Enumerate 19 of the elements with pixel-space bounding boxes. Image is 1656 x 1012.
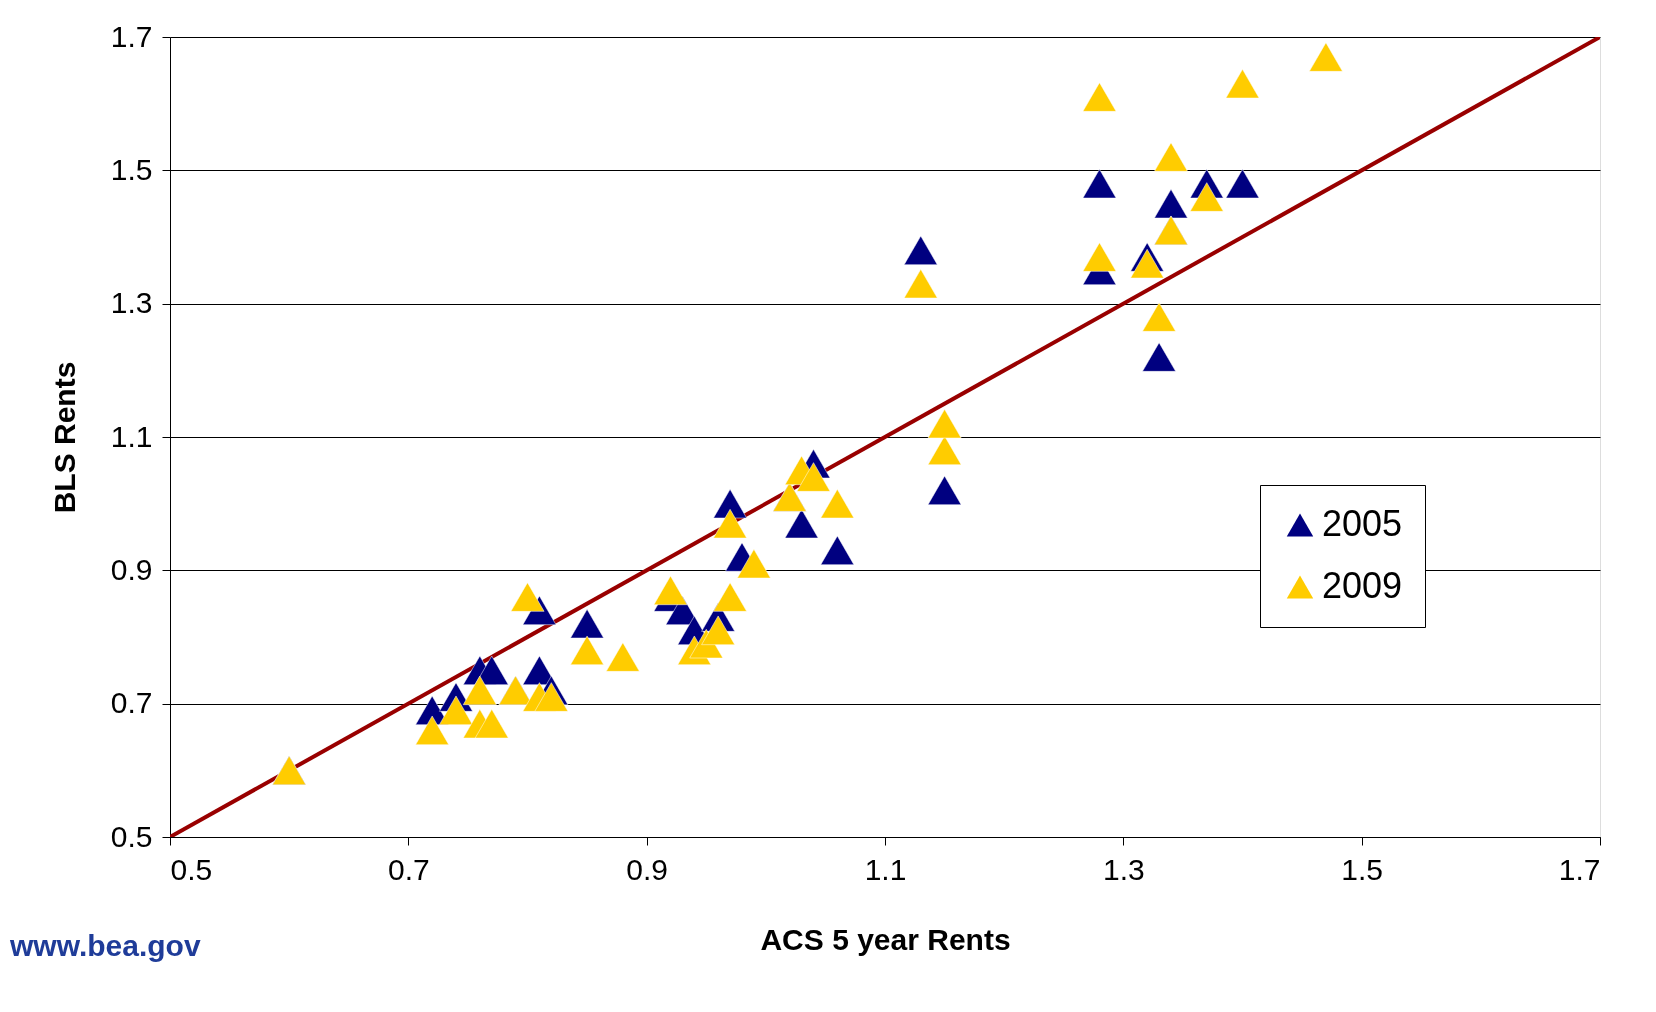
legend-label: 2009 [1322, 565, 1403, 606]
x-tick-label: 0.9 [626, 852, 669, 886]
x-tick-label: 0.5 [170, 852, 213, 886]
y-tick-label: 0.7 [110, 686, 153, 720]
y-tick-label: 1.3 [110, 286, 153, 320]
x-axis-title: ACS 5 year Rents [760, 922, 1011, 956]
y-tick-label: 1.5 [110, 152, 153, 186]
y-tick-label: 1.1 [110, 419, 153, 453]
y-tick-label: 0.5 [110, 819, 153, 853]
x-tick-label: 1.1 [864, 852, 907, 886]
x-tick-label: 0.7 [387, 852, 430, 886]
y-axis-title: BLS Rents [47, 361, 81, 514]
y-tick-label: 0.9 [110, 552, 153, 586]
y-tick-label: 1.7 [110, 19, 153, 53]
x-tick-label: 1.7 [1558, 852, 1601, 886]
text: www.bea.gov [9, 929, 201, 962]
x-tick-label: 1.5 [1341, 852, 1384, 886]
legend-label: 2005 [1322, 503, 1403, 544]
x-tick-label: 1.3 [1102, 852, 1145, 886]
